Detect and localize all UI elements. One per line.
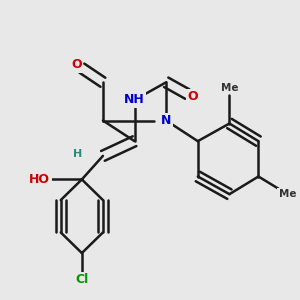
Text: HO: HO bbox=[29, 173, 50, 186]
Text: O: O bbox=[71, 58, 82, 71]
Text: N: N bbox=[161, 114, 171, 127]
Text: NH: NH bbox=[124, 93, 145, 106]
Text: O: O bbox=[187, 91, 198, 103]
Text: H: H bbox=[73, 149, 83, 159]
Text: Me: Me bbox=[279, 189, 296, 199]
Text: Me: Me bbox=[221, 83, 238, 93]
Text: Cl: Cl bbox=[75, 273, 88, 286]
